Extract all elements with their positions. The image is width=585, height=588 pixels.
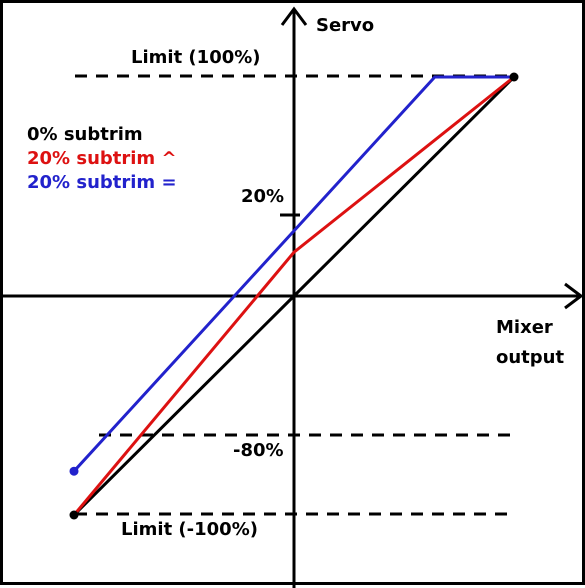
mark-20-label: 20% <box>241 186 285 207</box>
curve-0-subtrim <box>72 75 516 517</box>
legend-entry-20-subtrim-equal: 20% subtrim = <box>27 172 177 193</box>
curve-20-subtrim-caret <box>72 75 515 516</box>
servo-axis-label: Servo <box>316 15 375 36</box>
legend-entry-0-subtrim: 0% subtrim <box>27 124 143 145</box>
mixer-axis-line1: Mixer <box>496 317 553 338</box>
diagram-canvas <box>3 6 584 588</box>
y-axis-arrowhead <box>280 6 308 26</box>
blue-start-dot <box>69 466 79 476</box>
limit-top-label: Limit (100%) <box>131 47 261 68</box>
mixer-axis-line2: output <box>496 347 565 368</box>
limit-bottom-label: Limit (-100%) <box>121 519 258 540</box>
mark-minus80-label: -80% <box>233 440 284 461</box>
curve-20-subtrim-equal <box>72 75 514 473</box>
x-axis-arrowhead <box>564 282 584 310</box>
legend: 0% subtrim 20% subtrim ^ 20% subtrim = <box>27 123 177 195</box>
top-end-dot <box>509 72 519 82</box>
bottom-start-dot <box>69 510 79 520</box>
legend-entry-20-subtrim-caret: 20% subtrim ^ <box>27 148 177 169</box>
mixer-output-axis-label: Mixer output <box>496 313 564 373</box>
